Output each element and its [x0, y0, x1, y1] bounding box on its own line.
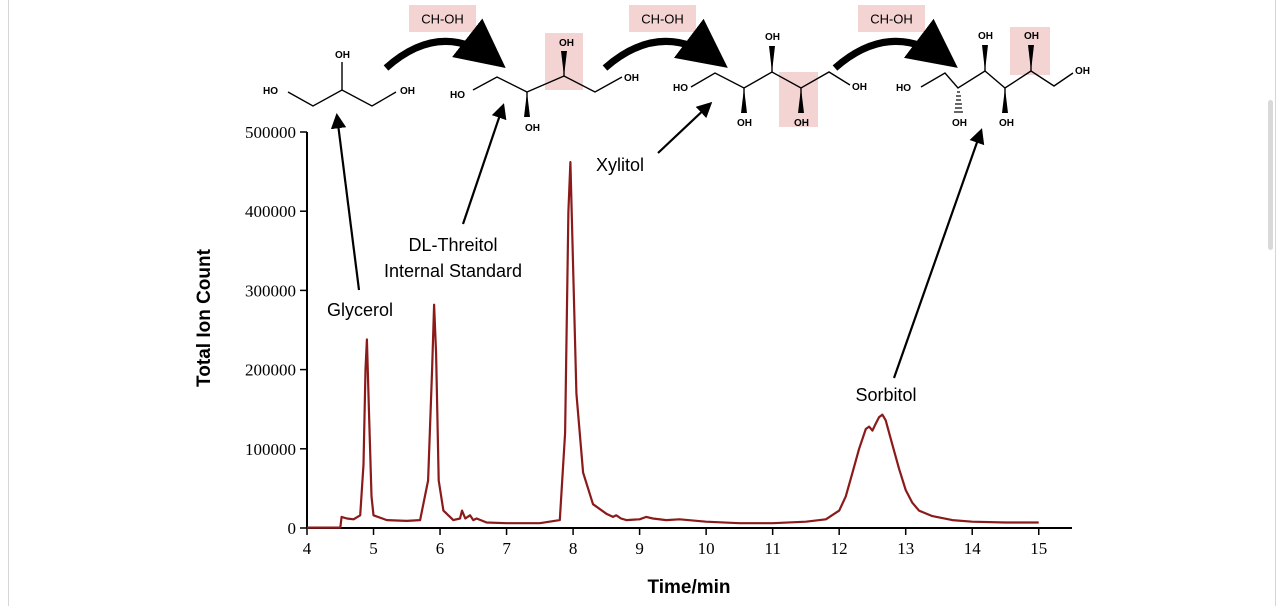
series-line — [307, 161, 1039, 529]
x-tick-label: 8 — [569, 539, 578, 558]
annotation-sorbitol: Sorbitol — [855, 385, 916, 405]
annotation-xylitol: Xylitol — [596, 155, 644, 175]
svg-text:OH: OH — [794, 118, 809, 129]
svg-text:HO: HO — [450, 90, 465, 101]
svg-text:OH: OH — [335, 50, 350, 61]
sorbitol-wedge-3 — [1028, 45, 1034, 71]
annotation-threitol-line2: Internal Standard — [384, 261, 522, 281]
glycerol-structure-labels: HO OH OH — [263, 50, 415, 97]
svg-text:OH: OH — [1075, 66, 1090, 77]
y-tick-label: 300000 — [245, 281, 296, 300]
annotation-threitol-line1: DL-Threitol — [408, 235, 497, 255]
reaction-label-2: CH-OH — [629, 5, 696, 32]
reaction-text-3: CH-OH — [870, 12, 913, 27]
threitol-structure-labels: HO OH OH OH — [450, 38, 639, 134]
x-tick-label: 12 — [831, 539, 848, 558]
arrow-sorbitol — [892, 128, 985, 379]
xylitol-wedge-1 — [741, 88, 747, 113]
y-tick-label: 0 — [288, 519, 297, 538]
y-axis-title: Total Ion Count — [194, 248, 215, 387]
arrow-xylitol — [657, 101, 713, 154]
arrow-threitol — [461, 103, 507, 225]
svg-text:OH: OH — [852, 82, 867, 93]
x-tick-label: 4 — [303, 539, 312, 558]
x-tick-label: 10 — [698, 539, 715, 558]
svg-text:OH: OH — [952, 118, 967, 129]
svg-text:OH: OH — [559, 38, 574, 49]
xylitol-wedge-3 — [798, 88, 804, 113]
x-tick-label: 7 — [502, 539, 511, 558]
x-tick-label: 11 — [764, 539, 780, 558]
svg-text:OH: OH — [737, 118, 752, 129]
reaction-arrow-2 — [602, 18, 728, 71]
svg-text:OH: OH — [999, 118, 1014, 129]
y-tick-label: 400000 — [245, 202, 296, 221]
glycerol-structure — [287, 62, 397, 107]
reaction-label-3: CH-OH — [858, 5, 925, 32]
svg-text:OH: OH — [765, 32, 780, 43]
svg-text:OH: OH — [400, 86, 415, 97]
svg-text:OH: OH — [624, 73, 639, 84]
reaction-label-1: CH-OH — [409, 5, 476, 32]
sorbitol-wedge-1 — [982, 45, 988, 71]
reaction-arrow-3 — [832, 18, 958, 71]
threitol-wedge-1 — [524, 92, 530, 117]
svg-text:OH: OH — [525, 123, 540, 134]
sorbitol-hash-bond — [954, 91, 963, 113]
reaction-text-1: CH-OH — [421, 12, 464, 27]
scrollbar[interactable] — [1268, 100, 1273, 250]
arrow-glycerol — [330, 112, 361, 291]
sorbitol-structure-labels: HO OH OH OH OH OH — [896, 31, 1090, 129]
x-axis-title: Time/min — [647, 577, 730, 598]
x-tick-label: 15 — [1030, 539, 1047, 558]
x-tick-label: 14 — [964, 539, 982, 558]
x-axis-ticks: 4 5 6 7 8 9 10 11 12 13 14 15 — [303, 528, 1047, 558]
x-tick-label: 13 — [897, 539, 914, 558]
x-tick-label: 6 — [436, 539, 445, 558]
svg-text:OH: OH — [1024, 31, 1039, 42]
svg-text:OH: OH — [978, 31, 993, 42]
annotation-glycerol: Glycerol — [327, 300, 393, 320]
reaction-arrow-1 — [383, 18, 506, 71]
y-tick-label: 500000 — [245, 123, 296, 142]
svg-text:HO: HO — [263, 86, 278, 97]
x-tick-label: 5 — [369, 539, 378, 558]
reaction-text-2: CH-OH — [641, 12, 684, 27]
y-tick-label: 100000 — [245, 440, 296, 459]
svg-text:HO: HO — [896, 83, 911, 94]
sorbitol-wedge-2 — [1002, 88, 1008, 113]
y-axis-ticks: 0 100000 200000 300000 400000 500000 — [245, 123, 307, 538]
xylitol-structure-labels: HO OH OH OH OH — [673, 32, 867, 129]
highlight-xylitol — [779, 72, 818, 127]
x-tick-label: 9 — [635, 539, 644, 558]
svg-text:HO: HO — [673, 83, 688, 94]
xylitol-wedge-2 — [769, 46, 775, 72]
threitol-wedge-2 — [561, 51, 567, 76]
y-tick-label: 200000 — [245, 361, 296, 380]
